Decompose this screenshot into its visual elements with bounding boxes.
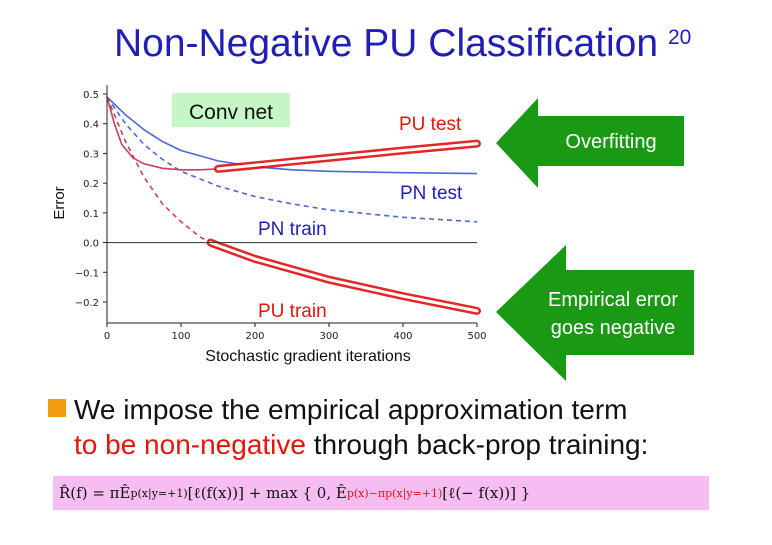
series-line-pn-test: [106, 96, 478, 175]
series-line-pn-train: [106, 96, 478, 223]
annotation-pu-train: PU train: [258, 301, 327, 322]
risk-formula: R̂(f) = πÊ p(x|y=+1) [ℓ(f(x))] + max { 0,…: [53, 476, 709, 510]
y-axis-label: Error: [51, 186, 68, 219]
x-tick-label: 100: [171, 331, 190, 342]
bullet-point: We impose the empirical approximation te…: [48, 392, 648, 462]
x-tick-label: 300: [319, 331, 338, 342]
y-tick-label: 0.1: [83, 209, 99, 220]
y-tick-label: 0.3: [83, 149, 99, 160]
overfitting-arrow: [496, 98, 684, 188]
page-number: 20: [668, 26, 692, 49]
formula-mid: [ℓ(f(x))] + max { 0, Ê: [187, 483, 347, 502]
bullet-line-2-rest: through back-prop training:: [305, 429, 649, 460]
y-tick-label: −0.2: [75, 298, 99, 309]
y-axis-ticks: 0.5 0.4 0.3 0.2 0.1 0.0 −0.1 −0.2: [75, 90, 107, 309]
pu-train-highlight-outer: [206, 238, 481, 315]
x-tick-label: 200: [245, 331, 264, 342]
y-tick-label: 0.2: [83, 179, 99, 190]
x-axis-ticks: 0 100 200 300 400 500: [104, 323, 487, 342]
y-tick-label: 0.0: [83, 239, 99, 250]
annotation-pn-train: PN train: [258, 219, 327, 240]
x-tick-label: 500: [467, 331, 486, 342]
formula-lhs: R̂(f) = πÊ: [59, 484, 131, 502]
error-chart: Conv net 0.5 0.4 0.3 0.2 0.1 0.0 −0.1 −0.2 0 100…: [51, 85, 487, 365]
overfitting-label: Overfitting: [565, 131, 657, 153]
bullet-line-1: We impose the empirical approximation te…: [74, 394, 628, 425]
x-tick-label: 400: [393, 331, 412, 342]
x-tick-label: 0: [104, 331, 110, 342]
negative-error-label-2: goes negative: [550, 317, 676, 339]
negative-error-arrow: [496, 245, 694, 381]
conv-net-label: Conv net: [189, 101, 273, 124]
formula-sub1: p(x|y=+1): [130, 486, 188, 500]
pu-test-highlight-inner: [216, 142, 479, 171]
pu-train-highlight-inner: [209, 241, 479, 313]
slide-title: Non-Negative PU Classification: [113, 22, 659, 65]
annotation-pu-test: PU test: [399, 114, 462, 135]
negative-error-label-1: Empirical error: [547, 289, 679, 311]
y-tick-label: 0.4: [83, 120, 99, 131]
x-axis-label: Stochastic gradient iterations: [205, 348, 410, 365]
annotation-pn-test: PN test: [400, 183, 463, 204]
conv-net-label-bg: [172, 93, 290, 127]
y-tick-label: −0.1: [75, 268, 99, 279]
formula-sub2: p(x)−πp(x|y=+1): [346, 486, 443, 500]
formula-rhs: [ℓ(− f(x))] }: [442, 483, 531, 502]
bullet-square-icon: [48, 399, 66, 417]
y-tick-label: 0.5: [83, 90, 99, 101]
bullet-red-phrase: to be non-negative: [74, 429, 306, 460]
